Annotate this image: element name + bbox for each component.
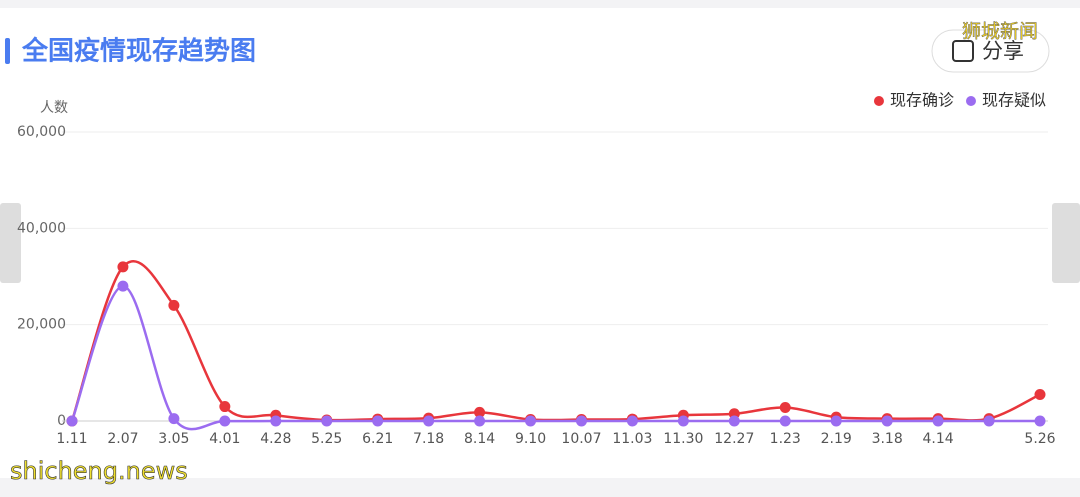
data-point [372, 415, 384, 427]
data-point [270, 415, 282, 427]
x-tick-label: 5.26 [1024, 431, 1055, 447]
title-accent [5, 38, 10, 64]
data-point [575, 415, 587, 427]
data-point [66, 415, 78, 427]
legend-marker [965, 96, 976, 106]
data-point [728, 415, 740, 427]
x-tick-label: 12.27 [714, 431, 754, 447]
x-tick-label: 4.01 [209, 431, 240, 447]
x-tick-label: 10.07 [561, 431, 601, 447]
x-tick-label: 2.07 [107, 431, 138, 447]
share-icon [952, 40, 974, 62]
x-tick-label: 7.18 [413, 431, 444, 447]
data-point [779, 402, 791, 414]
data-point [626, 415, 638, 427]
data-point [474, 406, 486, 418]
data-point [830, 415, 842, 427]
x-tick-label: 1.11 [56, 431, 87, 447]
x-tick-label: 3.18 [872, 431, 903, 447]
y-axis-label: 人数 [40, 100, 68, 116]
y-tick-label: 20,000 [17, 317, 66, 333]
x-tick-label: 4.14 [923, 431, 954, 447]
next-button[interactable] [1052, 203, 1080, 283]
chart-title: 全国疫情现存趋势图 [21, 36, 256, 67]
data-point [168, 413, 180, 425]
y-tick-label: 60,000 [17, 124, 66, 140]
x-tick-label: 1.23 [770, 431, 801, 447]
data-point [881, 415, 893, 427]
x-tick-label: 4.28 [260, 431, 291, 447]
data-point [423, 415, 435, 427]
x-tick-label: 9.10 [515, 431, 546, 447]
data-point [219, 401, 231, 413]
data-point [168, 299, 180, 311]
x-tick-label: 6.21 [362, 431, 393, 447]
y-tick-label: 40,000 [17, 220, 66, 236]
x-tick-label: 8.14 [464, 431, 495, 447]
data-point [525, 415, 537, 427]
data-point [983, 415, 995, 427]
data-point [677, 415, 689, 427]
watermark: shicheng.news [10, 457, 188, 485]
data-point [117, 280, 129, 292]
data-point [219, 415, 231, 427]
prev-button[interactable] [0, 203, 21, 283]
data-point [779, 415, 791, 427]
share-label[interactable]: 分享 [982, 39, 1024, 63]
x-tick-label: 11.03 [612, 431, 652, 447]
data-point [932, 415, 944, 427]
data-point [321, 415, 333, 427]
data-point [1034, 415, 1046, 427]
x-tick-label: 3.05 [158, 431, 189, 447]
x-tick-label: 2.19 [821, 431, 852, 447]
card [0, 8, 1080, 478]
y-tick-label: 0 [57, 413, 66, 429]
x-tick-label: 5.25 [311, 431, 342, 447]
x-tick-label: 11.30 [663, 431, 703, 447]
legend-marker [873, 96, 884, 106]
data-point [1034, 389, 1046, 401]
data-point [474, 415, 486, 427]
watermark: 狮城新闻 [962, 21, 1038, 43]
legend-label: 现存疑似 [982, 91, 1046, 110]
legend-label: 现存确诊 [890, 91, 954, 110]
data-point [117, 261, 129, 273]
